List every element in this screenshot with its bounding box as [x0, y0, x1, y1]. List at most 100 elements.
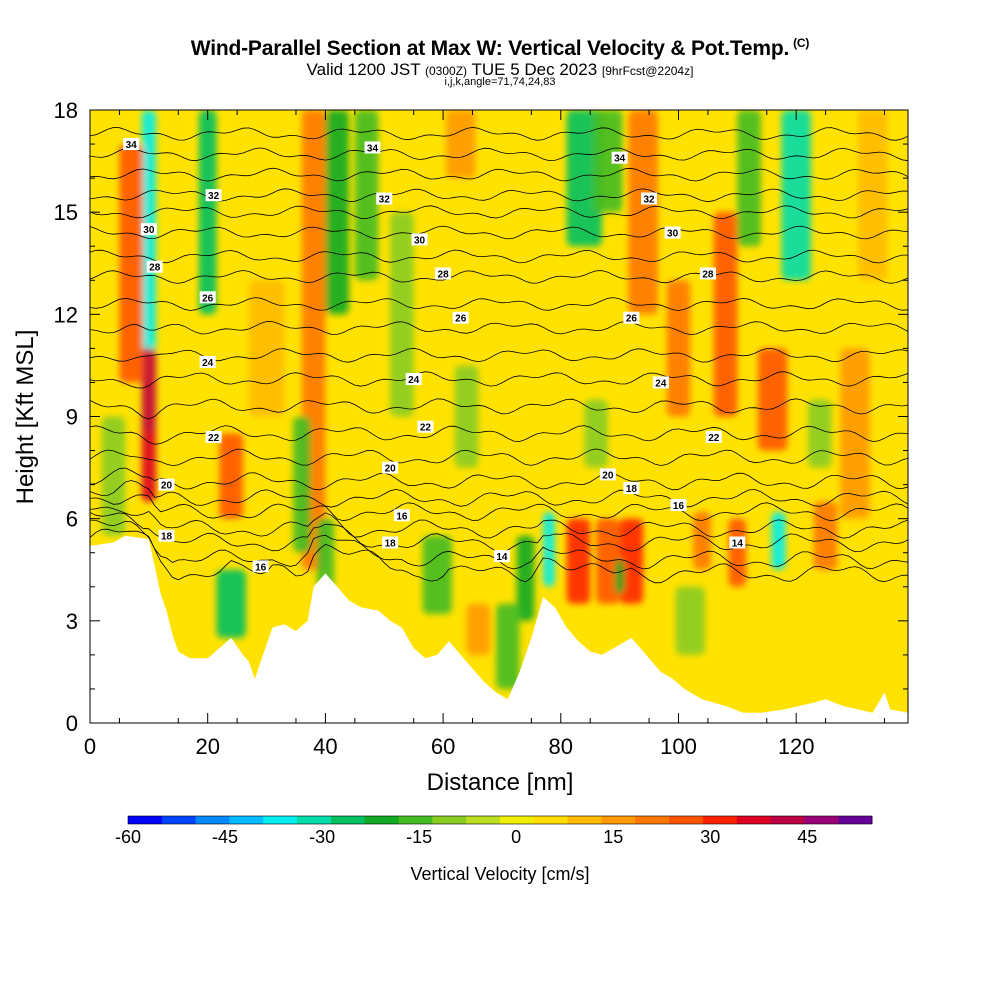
w-cell-1 — [141, 348, 156, 502]
contour-label-27: 16 — [393, 509, 410, 522]
contour-label-bg — [599, 468, 616, 481]
contour-label-text: 34 — [367, 143, 379, 154]
colorbar-tick-label: 0 — [511, 827, 521, 847]
potential-temperature-contours — [90, 126, 908, 584]
contour-label-bg — [729, 536, 746, 549]
theta-contour-31 — [90, 205, 908, 220]
contour-label-18: 22 — [205, 430, 222, 444]
theta-contour-23 — [90, 398, 908, 420]
contour-label-bg — [140, 223, 157, 236]
colorbar-swatch-2 — [195, 816, 230, 824]
plot-area: 34 34 34 32 32 32 30 30 30 28 28 28 26 26 26 24 24 24 22 22… — [90, 110, 908, 723]
w-cell-5 — [216, 569, 246, 638]
contour-label-text: 20 — [602, 470, 614, 481]
contour-label-31: 14 — [729, 536, 746, 550]
y-tick-label: 3 — [66, 609, 78, 634]
theta-contour-22 — [90, 425, 908, 445]
w-cell-2 — [119, 144, 143, 383]
w-cell-18 — [619, 518, 644, 604]
colorbar-swatch-11 — [500, 816, 535, 824]
colorbar-swatch-12 — [533, 816, 569, 824]
colorbar-swatch-20 — [804, 816, 839, 824]
contour-label-19: 22 — [417, 420, 434, 434]
contour-label-bg — [382, 536, 399, 549]
contour-label-bg — [146, 260, 163, 273]
contour-label-bg — [652, 376, 669, 389]
colorbar-tick-label: -30 — [309, 827, 335, 847]
contour-label-4: 32 — [376, 192, 393, 206]
w-cell-31 — [813, 501, 838, 570]
colorbar: -60 -45 -30 -15 0 15 30 45 — [115, 815, 873, 847]
contour-label-26: 18 — [623, 482, 640, 495]
contour-label-21: 20 — [158, 478, 175, 492]
contour-label-text: 28 — [438, 269, 450, 280]
grid-params: i,j,k,angle=71,74,24,83 — [444, 76, 556, 88]
contour-labels: 34 34 34 32 32 32 30 30 30 28 28 28 26 26 26 24 24 24 22 22… — [123, 138, 746, 573]
contour-label-20: 22 — [705, 430, 722, 444]
forecast-date: TUE 5 Dec 2023 — [471, 60, 598, 79]
contour-label-text: 24 — [202, 358, 214, 369]
colorbar-swatch-16 — [669, 816, 704, 824]
colorbar-swatch-17 — [702, 816, 738, 824]
colorbar-swatch-13 — [567, 816, 602, 824]
contour-label-bg — [199, 291, 216, 304]
contour-label-17: 24 — [652, 376, 669, 389]
contour-label-bg — [417, 420, 434, 433]
x-axis-label: Distance [nm] — [427, 769, 574, 796]
contour-label-bg — [123, 138, 140, 151]
contour-label-bg — [158, 478, 175, 491]
theta-contour-18 — [90, 494, 908, 522]
contour-label-bg — [405, 373, 422, 386]
w-cell-16 — [566, 518, 591, 604]
contour-label-text: 18 — [161, 532, 173, 543]
contour-label-25: 18 — [382, 536, 399, 550]
utc-time: (0300Z) — [425, 64, 468, 78]
colorbar-swatch-18 — [736, 816, 772, 824]
colorbar-swatch-9 — [432, 816, 467, 824]
contour-label-text: 22 — [420, 423, 432, 434]
contour-label-bg — [382, 461, 399, 474]
w-cell-26 — [781, 110, 811, 281]
theta-contour-24 — [90, 371, 908, 389]
theta-contour-27 — [90, 297, 908, 311]
w-cell-15 — [496, 603, 520, 689]
w-cell-34 — [454, 365, 479, 468]
copyright-mark: (C) — [793, 36, 810, 50]
theta-contour-33 — [90, 167, 908, 182]
contour-label-text: 34 — [614, 154, 626, 165]
contour-label-text: 20 — [161, 481, 173, 492]
theta-contour-21 — [90, 448, 908, 467]
contour-label-0: 34 — [123, 138, 140, 151]
contour-label-10: 28 — [435, 267, 452, 280]
w-cell-13 — [516, 535, 535, 621]
theta-contour-34 — [90, 147, 908, 162]
theta-contour-26 — [90, 320, 908, 336]
contour-label-text: 26 — [626, 314, 638, 325]
theta-contour-20 — [90, 467, 908, 491]
contour-label-bg — [670, 499, 687, 512]
x-tick-label: 80 — [549, 734, 573, 759]
contour-label-bg — [364, 141, 381, 154]
w-cell-3 — [198, 110, 217, 315]
contour-label-bg — [452, 311, 469, 324]
contour-label-7: 30 — [411, 233, 428, 246]
contour-label-bg — [623, 311, 640, 324]
forecast-info: [9hrFcst@2204z] — [601, 64, 694, 78]
theta-contour-35 — [90, 126, 908, 141]
colorbar-swatch-4 — [263, 816, 298, 824]
contour-label-text: 24 — [408, 375, 420, 386]
contour-label-29: 16 — [670, 499, 687, 512]
contour-label-14: 26 — [623, 311, 640, 325]
x-tick-label: 20 — [195, 734, 219, 759]
w-cell-33 — [857, 110, 888, 281]
w-cell-32 — [840, 348, 870, 519]
contour-label-bg — [611, 151, 628, 164]
contour-label-bg — [199, 356, 216, 369]
w-cell-8 — [354, 110, 379, 281]
contour-label-13: 26 — [452, 311, 469, 325]
colorbar-tick-label: -15 — [406, 827, 432, 847]
colorbar-tick-label: -60 — [115, 827, 141, 847]
contour-label-5: 32 — [641, 192, 658, 206]
colorbar-tick-label: 30 — [700, 827, 720, 847]
contour-label-text: 16 — [255, 562, 267, 573]
